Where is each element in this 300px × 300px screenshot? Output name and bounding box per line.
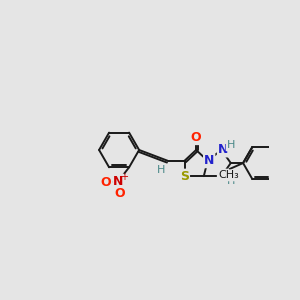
Text: H: H	[157, 165, 166, 175]
Text: N: N	[113, 175, 124, 188]
Text: O: O	[115, 187, 125, 200]
Text: H: H	[226, 176, 235, 186]
Text: O: O	[191, 131, 201, 144]
Text: N: N	[218, 143, 228, 157]
Text: +: +	[121, 172, 128, 182]
Text: CH₃: CH₃	[219, 170, 240, 180]
Text: H: H	[226, 140, 235, 150]
Text: N: N	[204, 154, 214, 167]
Text: S: S	[180, 169, 189, 183]
Text: N: N	[218, 169, 228, 183]
Text: O: O	[101, 176, 111, 189]
